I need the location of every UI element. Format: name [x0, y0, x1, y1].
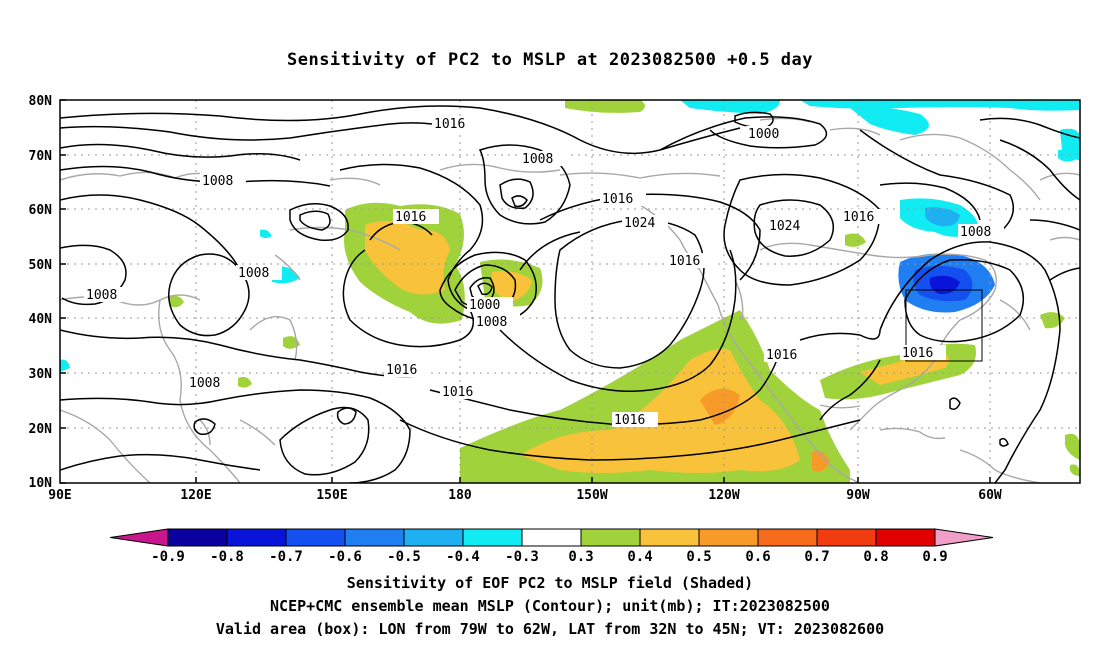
contour-label: 1016 [442, 385, 473, 400]
colorbar-label: 0.8 [863, 549, 888, 565]
lon-label: 150E [316, 488, 347, 503]
map-title: Sensitivity of PC2 to MSLP at 2023082500… [286, 50, 813, 70]
contour-label: 1008 [189, 376, 220, 391]
colorbar-swatch [875, 528, 936, 547]
lat-label: 70N [29, 149, 53, 164]
contour-label: 1008 [522, 152, 553, 167]
colorbar-swatch [580, 528, 641, 547]
contour-label: 1008 [238, 266, 269, 281]
contour-label: 1000 [748, 127, 779, 142]
colorbar-label: 0.7 [804, 549, 829, 565]
valid-area-box [905, 289, 983, 362]
contour-label: 1016 [434, 117, 465, 132]
contour-label: 1024 [624, 216, 655, 231]
colorbar-swatch [698, 528, 759, 547]
mslp-contours [60, 105, 1080, 483]
lat-label: 30N [29, 367, 53, 382]
colorbar-label: 0.5 [686, 549, 711, 565]
colorbar-label: -0.7 [269, 549, 303, 565]
contour-label: 1000 [469, 298, 500, 313]
contour-label: 1016 [614, 413, 645, 428]
colorbar-label: -0.8 [210, 549, 244, 565]
contour-label: 1016 [386, 363, 417, 378]
colorbar-high-triangle [934, 528, 994, 547]
lat-label: 20N [29, 422, 53, 437]
lon-label: 60W [978, 488, 1002, 503]
colorbar-swatch [521, 528, 582, 547]
contour-label: 1008 [86, 288, 117, 303]
colorbar-swatch [403, 528, 464, 547]
footer-line-1: Sensitivity of EOF PC2 to MSLP field (Sh… [346, 574, 754, 592]
colorbar-label: 0.3 [568, 549, 593, 565]
lon-label: 120E [180, 488, 211, 503]
contour-label: 1008 [960, 225, 991, 240]
contour-label: 1016 [902, 346, 933, 361]
grid-lines [60, 100, 1080, 483]
lat-label: 10N [29, 476, 53, 491]
colorbar-label: -0.6 [328, 549, 362, 565]
longitude-labels: 90E 120E 150E 180 150W 120W 90W 60W [48, 488, 1002, 503]
coastlines [60, 117, 1080, 483]
colorbar-label: -0.9 [151, 549, 185, 565]
footer-line-2: NCEP+CMC ensemble mean MSLP (Contour); u… [270, 597, 830, 615]
colorbar-label: -0.3 [505, 549, 539, 565]
lat-label: 40N [29, 312, 53, 327]
colorbar-label: 0.9 [922, 549, 947, 565]
footer-line-3: Valid area (box): LON from 79W to 62W, L… [215, 620, 885, 638]
colorbar-label: -0.4 [446, 549, 480, 565]
colorbar-low-triangle [109, 528, 169, 547]
contour-label: 1024 [769, 219, 800, 234]
contour-label: 1016 [669, 254, 700, 269]
contour-label: 1016 [766, 348, 797, 363]
axis-ticks [60, 99, 991, 484]
colorbar-swatch [344, 528, 405, 547]
lat-label: 50N [29, 258, 53, 273]
contour-label: 1008 [202, 174, 233, 189]
contour-label: 1016 [395, 210, 426, 225]
lon-label: 90W [846, 488, 870, 503]
colorbar-swatch [226, 528, 287, 547]
colorbar-swatch [167, 528, 228, 547]
lat-label: 80N [29, 94, 53, 109]
lat-label: 60N [29, 203, 53, 218]
latitude-labels: 80N 70N 60N 50N 40N 30N 20N 10N [29, 94, 53, 491]
colorbar-swatch [639, 528, 700, 547]
colorbar-swatch [285, 528, 346, 547]
colorbar-labels: -0.9 -0.8 -0.7 -0.6 -0.5 -0.4 -0.3 0.3 0.4 0.5 0.6… [151, 549, 948, 565]
colorbar [109, 528, 994, 547]
contour-label: 1016 [843, 210, 874, 225]
lon-label: 180 [448, 488, 472, 503]
colorbar-swatch [757, 528, 818, 547]
map-frame [59, 99, 1081, 484]
colorbar-swatch [462, 528, 523, 547]
colorbar-label: 0.6 [745, 549, 770, 565]
colorbar-label: -0.5 [387, 549, 421, 565]
lon-label: 120W [708, 488, 739, 503]
lon-label: 90E [48, 488, 71, 503]
colorbar-label: 0.4 [627, 549, 652, 565]
contour-labels: 1016 1008 1016 1016 1000 1008 1016 1024 … [84, 116, 1004, 428]
contour-label: 1016 [602, 192, 633, 207]
lon-label: 150W [576, 488, 607, 503]
contour-label: 1008 [476, 315, 507, 330]
colorbar-swatch [816, 528, 877, 547]
